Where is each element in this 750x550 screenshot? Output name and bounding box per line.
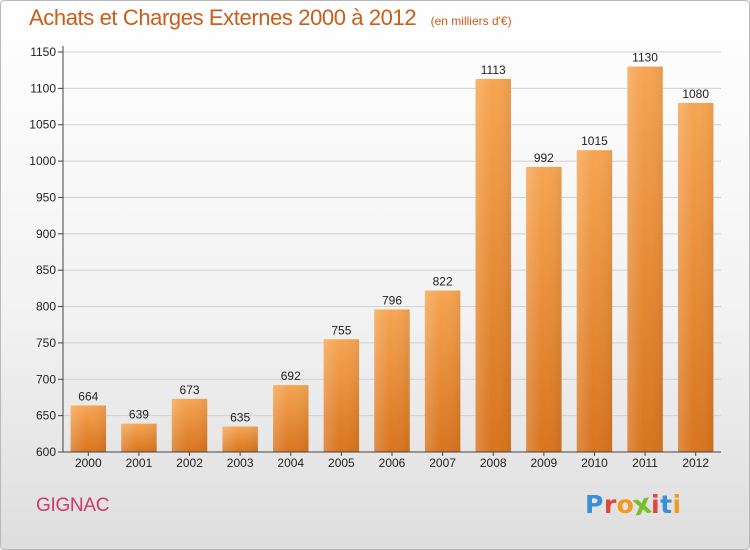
bars: 664 639 673 635 692 755 796 822 1113 992 1015 1130 1… <box>70 51 714 452</box>
y-tick-label: 1150 <box>30 45 56 59</box>
bar-value-label: 664 <box>78 389 98 403</box>
x-tick-label: 2012 <box>682 456 709 470</box>
bar-sheen <box>273 385 309 452</box>
x-tick-label: 2005 <box>328 456 355 470</box>
bar-sheen <box>475 78 511 452</box>
x-tick-label: 2008 <box>480 456 507 470</box>
bar-value-label: 1130 <box>632 51 658 65</box>
bar-value-label: 1015 <box>581 134 608 148</box>
bar-value-label: 755 <box>331 323 351 337</box>
x-tick-label: 2003 <box>227 456 254 470</box>
logo-letter: i <box>672 490 682 519</box>
x-tick-label: 2004 <box>277 456 304 470</box>
bar-sheen <box>374 309 410 452</box>
y-tick-label: 700 <box>36 372 56 386</box>
bar-value-label: 992 <box>534 151 554 165</box>
logo-letter: t <box>660 490 673 519</box>
chart-subtitle: (en milliers d'€) <box>430 14 512 28</box>
logo-letter: r <box>603 490 617 519</box>
bar-sheen <box>323 339 360 452</box>
y-tick-label: 750 <box>36 336 56 350</box>
bar-value-label: 673 <box>180 383 200 397</box>
x-tick-label: 2001 <box>126 456 153 470</box>
logo-letter: P <box>585 490 604 519</box>
bar-value-label: 635 <box>230 411 250 425</box>
x-tick-label: 2010 <box>581 456 608 470</box>
bar-sheen <box>171 398 208 452</box>
y-tick-label: 950 <box>36 190 56 204</box>
proxiti-logo[interactable]: Proxiti <box>585 487 682 523</box>
bar-sheen <box>121 423 157 452</box>
bar-value-label: 1080 <box>682 87 709 101</box>
x-tick-label: 2002 <box>176 456 203 470</box>
y-tick-label: 1100 <box>30 81 56 95</box>
y-tick-label: 800 <box>36 300 56 314</box>
bar-value-label: 796 <box>382 293 402 307</box>
bar-sheen <box>70 405 107 452</box>
y-tick-label: 900 <box>36 227 56 241</box>
bar-sheen <box>576 150 613 452</box>
x-tick-label: 2007 <box>429 456 456 470</box>
bar-value-label: 692 <box>281 369 301 383</box>
y-tick-label: 600 <box>36 445 56 459</box>
axes: 600 650 700 750 800 850 900 950 1000 1050 1100 1150… <box>29 45 721 470</box>
chart-title: Achats et Charges Externes 2000 à 2012 <box>29 5 417 30</box>
bar-value-label: 822 <box>433 275 453 289</box>
bar-value-label: 1113 <box>481 63 506 77</box>
bar-sheen <box>526 166 562 452</box>
y-tick-label: 1000 <box>29 154 56 168</box>
x-tick-label: 2009 <box>530 456 557 470</box>
title-row: Achats et Charges Externes 2000 à 2012 (… <box>29 5 512 31</box>
y-tick-label: 650 <box>36 409 56 423</box>
x-tick-label: 2011 <box>632 456 658 470</box>
bar-sheen <box>627 66 663 452</box>
bar-sheen <box>222 426 258 452</box>
x-tick-label: 2006 <box>379 456 406 470</box>
bar-value-label: 639 <box>129 408 149 422</box>
bar-sheen <box>424 290 461 452</box>
y-tick-label: 850 <box>36 263 56 277</box>
bar-sheen <box>677 102 714 452</box>
commune-name: GIGNAC <box>36 495 110 516</box>
x-tick-label: 2000 <box>75 456 102 470</box>
logo-letter: o <box>616 490 635 519</box>
y-tick-label: 1050 <box>29 118 56 132</box>
logo-letter: i <box>651 490 661 519</box>
